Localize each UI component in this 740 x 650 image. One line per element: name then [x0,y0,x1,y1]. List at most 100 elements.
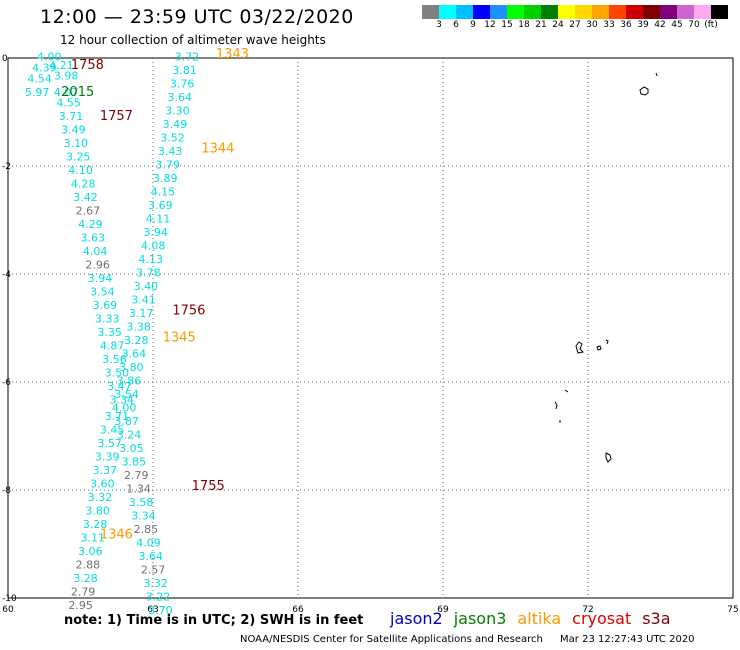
wave-height-value: 3.76 [170,78,195,91]
legend-label: 6 [453,20,459,30]
wave-height-value: 4.00 [37,51,62,64]
legend-label: 24 [552,20,564,30]
wave-height-value: 3.54 [90,286,115,299]
wave-height-value: 3.89 [153,172,178,185]
satellite-legend: jason2 jason3 altika cryosat s3a [390,609,682,628]
legend-label: 33 [603,20,615,30]
x-tick-label: 72 [582,605,593,615]
legend-swatch [609,5,626,19]
wave-height-value: 3.60 [90,477,115,490]
wave-height-value: 3.34 [110,394,135,407]
pass-time-label: 1344 [201,142,234,157]
wave-height-value: 3.33 [95,313,120,326]
wave-height-value: 3.42 [73,191,98,204]
wave-height-value: 4.09 [136,537,161,550]
wave-height-value: 4.39 [32,62,57,75]
satellite-altika: altika [517,609,562,628]
legend-label: 42 [654,20,666,30]
island-outline [596,345,602,351]
legend-label: 27 [569,20,581,30]
wave-height-value: 3.63 [81,232,106,245]
legend-swatch [626,5,643,19]
wave-height-value: 3.39 [95,450,120,463]
pass-time-label: 1755 [192,479,225,494]
wave-height-value: 3.94 [143,226,168,239]
wave-height-value: 3.58 [129,496,154,509]
y-tick-label: -4 [2,270,11,280]
legend-label: 30 [586,20,598,30]
wave-height-value: 4.21 [49,59,73,72]
legend-labels: 3 6 9 12 15 18 21 24 27 30 33 36 39 42 45 70 (ft) [422,20,728,32]
pass-time-label: 1343 [216,47,249,62]
legend-swatch [507,5,524,19]
pass-time-label: 1346 [100,528,133,543]
wave-height-value: 3.06 [78,545,103,558]
wave-height-value: 3.49 [163,118,188,131]
wave-height-value: 3.64 [168,91,193,104]
legend-swatch [524,5,541,19]
wave-height-value: 3.80 [85,504,110,517]
island-outline [639,86,649,96]
wave-height-value: 4.04 [83,245,108,258]
wave-height-value: 4.08 [141,240,166,253]
satellite-jason2: jason2 [390,609,443,628]
wave-height-value: 3.41 [131,294,156,307]
wave-height-value: 4.15 [151,186,176,199]
wave-height-value: 3.32 [88,491,113,504]
wave-height-value: 4.11 [146,213,171,226]
x-tick-label: 75 [727,605,738,615]
wave-height-value: 4.87 [100,340,125,353]
altimeter-marks: 4.004.214.393.984.545.97 4.074.553.713.49… [25,47,249,617]
wave-height-value: 3.79 [155,159,180,172]
wave-height-value: 3.40 [134,280,159,293]
legend-label: 15 [501,20,513,30]
wave-height-value: 3.25 [66,151,91,164]
wave-height-value: 3.81 [172,64,197,77]
satellite-cryosat: cryosat [572,609,632,628]
wave-height-value: 3.38 [126,321,150,334]
wave-height-value: 4.00 [112,402,136,415]
legend-label: 21 [535,20,547,30]
wave-height-value: 3.70 [148,604,173,617]
wave-height-value: 4.10 [68,164,93,177]
wave-height-value: 3.35 [97,326,122,339]
wave-height-value: 3.49 [61,124,86,137]
wave-height-value: 3.32 [143,577,168,590]
legend-label: 70 [688,20,700,30]
legend-label: 36 [620,20,632,30]
wave-height-value: 3.34 [131,510,156,523]
footnote: note: 1) Time is in UTC; 2) SWH is in fe… [64,613,364,628]
wave-height-value: 3.72 [175,51,200,64]
wave-height-value: 3.50 [105,367,129,380]
legend-label: (ft) [704,20,718,30]
legend-label: 45 [671,20,683,30]
legend-swatch [541,5,558,19]
wave-height-value: 3.69 [93,299,118,312]
wave-height-value: 2.79 [71,585,96,598]
wave-height-value: 3.47 [107,380,132,393]
page-title: 12:00 — 23:59 UTC 03/22/2020 [40,6,354,28]
wave-height-value: 3.78 [136,267,161,280]
wave-height-value: 3.28 [73,572,98,585]
wave-height-value: 2.79 [124,469,149,482]
satellite-jason3: jason3 [453,609,507,628]
legend-label: 39 [637,20,649,30]
credit-footer: NOAA/NESDIS Center for Satellite Applica… [240,634,695,645]
x-tick-label: 60 [2,605,14,615]
pass-time-label: 2015 [61,85,94,100]
y-tick-label: -10 [2,594,17,604]
legend-swatch [592,5,609,19]
pass-time-label: 1756 [172,304,205,319]
wave-height-value: 3.10 [64,137,88,150]
wave-height-value: 2.67 [76,205,101,218]
legend-swatch [677,5,694,19]
legend-swatch [643,5,660,19]
island-outline [554,389,569,423]
legend-swatch [456,5,473,19]
wave-height-value: 3.86 [117,375,142,388]
wave-height-value: 2.57 [141,564,166,577]
color-legend: 3 6 9 12 15 18 21 24 27 30 33 36 39 42 45 70 (ft) [422,5,728,33]
wave-height-value: 1.34 [126,483,150,496]
x-tick-label: 63 [147,605,158,615]
legend-swatch [473,5,490,19]
